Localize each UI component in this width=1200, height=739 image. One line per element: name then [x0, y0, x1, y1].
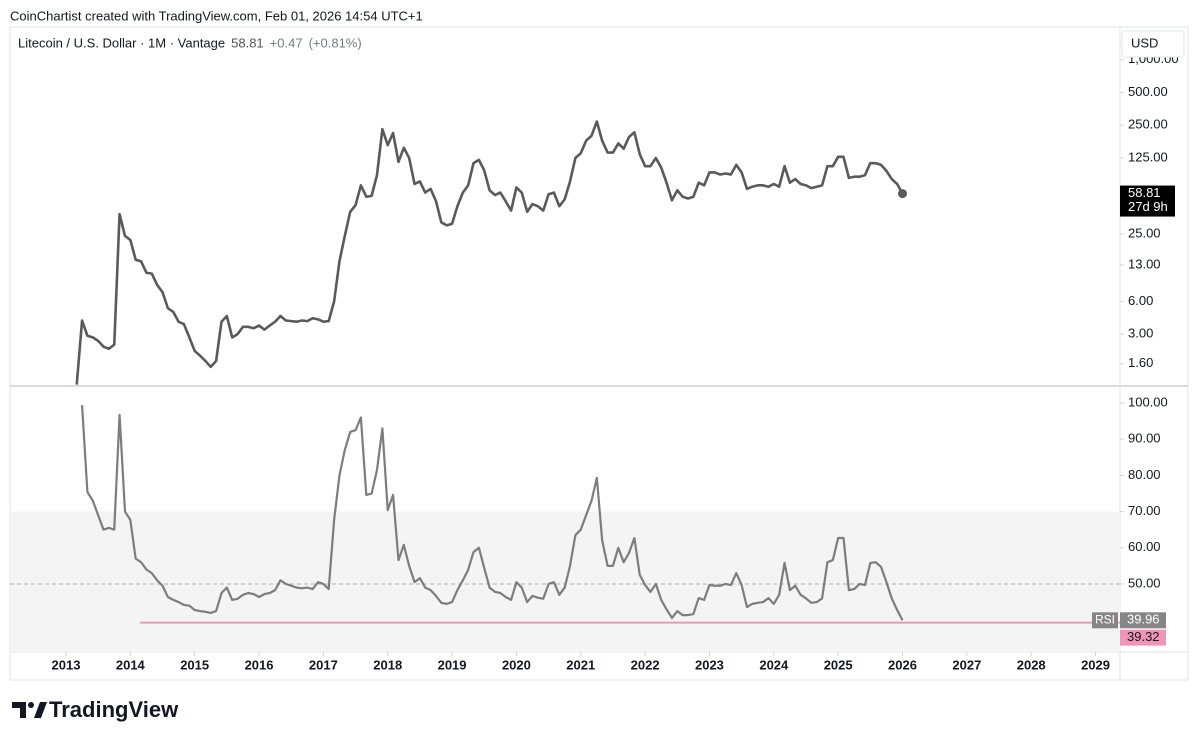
support-value: 39.32: [1127, 629, 1160, 644]
y-tick-label: 6.00: [1128, 293, 1153, 308]
y-tick-label: 250.00: [1128, 117, 1168, 132]
y-tick-label: 50.00: [1128, 575, 1161, 590]
y-tick-label: 125.00: [1128, 149, 1168, 164]
y-tick-label: 90.00: [1128, 431, 1161, 446]
logo: TradingView: [12, 697, 179, 722]
brand: TradingView: [49, 697, 179, 722]
rsi-name-box: [1092, 612, 1118, 629]
x-tick-label: 2017: [309, 657, 338, 672]
x-tick-label: 2023: [695, 657, 724, 672]
currency-box: [1121, 30, 1185, 58]
countdown: 27d 9h: [1128, 199, 1168, 214]
x-tick-label: 2013: [52, 657, 81, 672]
y-tick-label: 80.00: [1128, 467, 1161, 482]
legend-change-pct: (+0.81%): [309, 35, 362, 50]
support-value-box: [1120, 629, 1166, 646]
legend-name: Litecoin / U.S. Dollar · 1M · Vantage: [18, 35, 225, 50]
x-tick-label: 2024: [759, 657, 789, 672]
x-tick-label: 2028: [1017, 657, 1046, 672]
x-tick-label: 2019: [438, 657, 467, 672]
price-label-box: [1120, 185, 1175, 217]
x-tick-label: 2022: [631, 657, 660, 672]
y-tick-label: 100.00: [1128, 394, 1168, 409]
y-tick-label: 500.00: [1128, 84, 1168, 99]
y-tick-label: 1.60: [1128, 355, 1153, 370]
x-tick-label: 2018: [373, 657, 402, 672]
logo-mark: [12, 702, 26, 718]
x-tick-label: 2021: [566, 657, 595, 672]
rsi-value: 39.96: [1127, 612, 1160, 627]
legend-change: +0.47: [270, 35, 303, 50]
pane: [10, 405, 1120, 652]
y-tick-label: 25.00: [1128, 225, 1161, 240]
rsi-name: RSI: [1095, 612, 1115, 626]
frame: [9, 26, 1189, 681]
rsi-value-box: [1120, 612, 1166, 629]
logo-mark: [28, 702, 34, 708]
y-tick-label: 70.00: [1128, 503, 1161, 518]
last-point: [898, 189, 908, 199]
legend-price: 58.81: [231, 35, 264, 50]
x-tick-label: 2025: [824, 657, 853, 672]
x-tick-label: 2014: [116, 657, 146, 672]
header: CoinChartist created with TradingView.co…: [10, 8, 423, 23]
x-tick-label: 2020: [502, 657, 531, 672]
y-tick-label: 60.00: [1128, 539, 1161, 554]
currency: USD: [1131, 35, 1158, 50]
series-line: [80, 405, 904, 621]
y-tick-label: 13.00: [1128, 256, 1161, 271]
x-tick-label: 2015: [180, 657, 209, 672]
x-tick-label: 2016: [245, 657, 274, 672]
logo-mark: [34, 702, 47, 718]
price-label: 58.81: [1128, 185, 1161, 200]
pane: [75, 120, 904, 385]
y-tick-label: 3.00: [1128, 326, 1153, 341]
x-tick-label: 2027: [952, 657, 981, 672]
series-line: [75, 120, 904, 385]
x-tick-label: 2026: [888, 657, 917, 672]
x-tick-label: 2029: [1081, 657, 1110, 672]
